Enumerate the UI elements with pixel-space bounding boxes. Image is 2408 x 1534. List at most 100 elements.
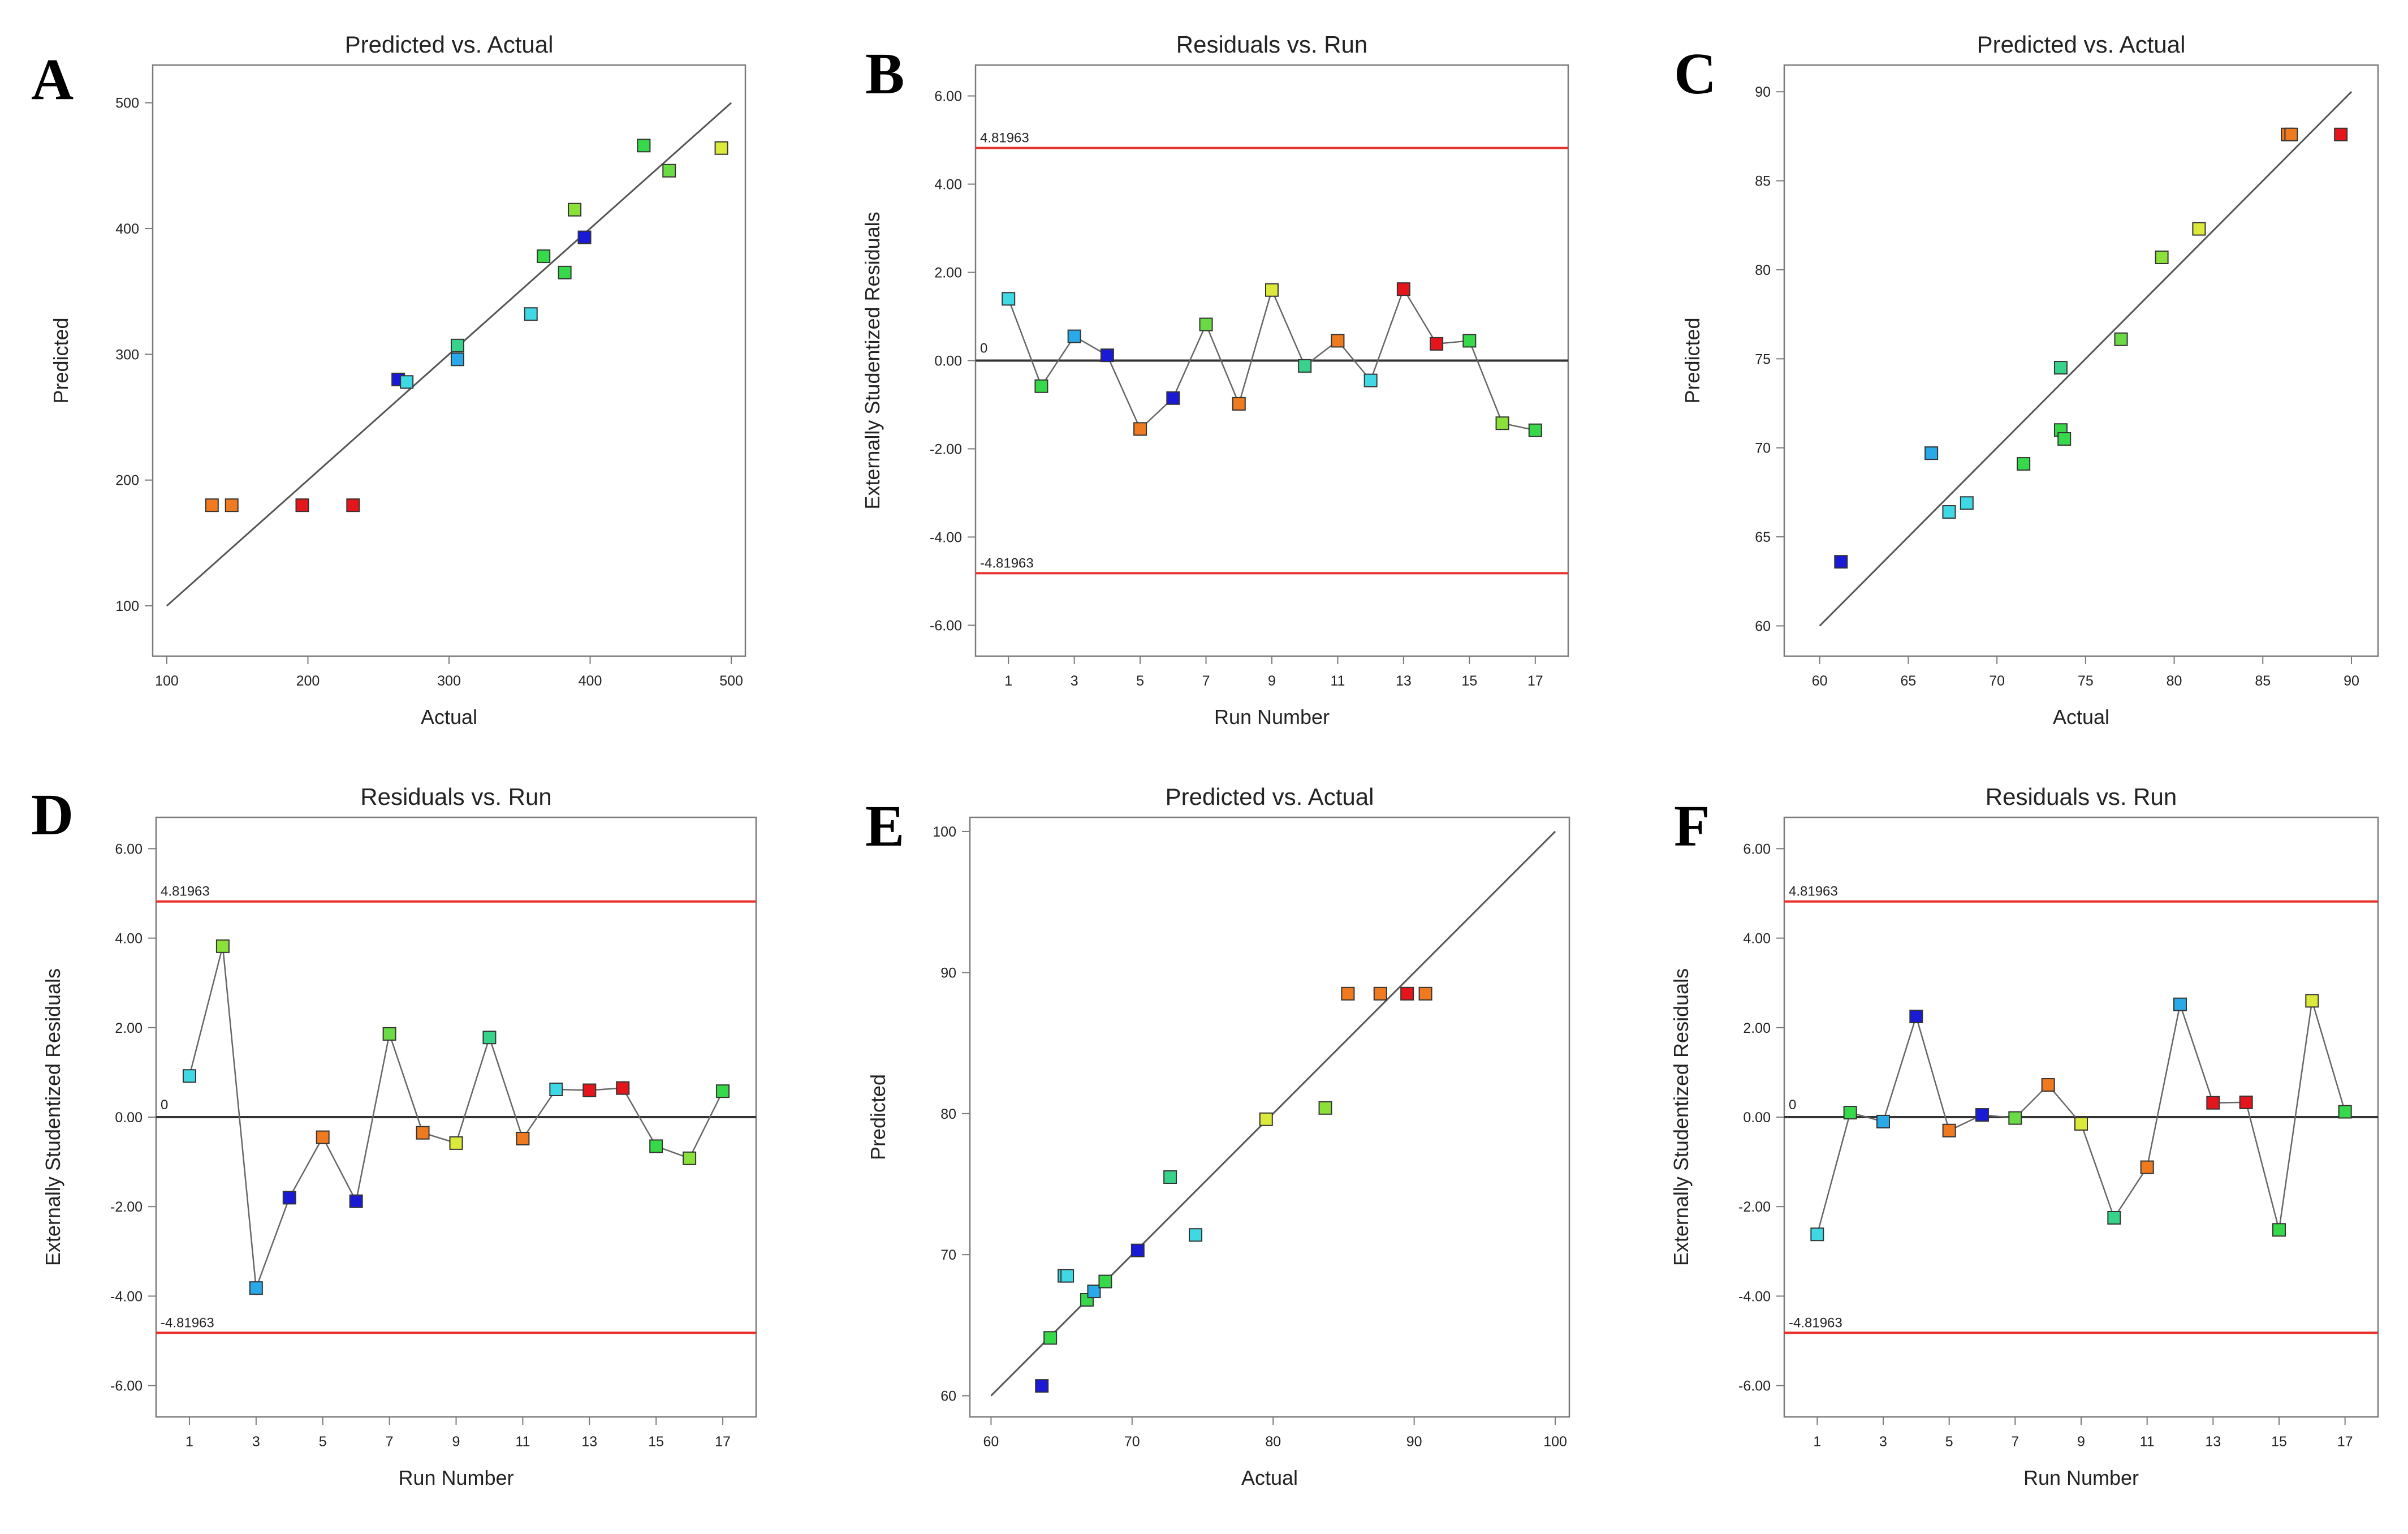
data-point — [1363, 373, 1378, 387]
x-tick-label: 85 — [2255, 673, 2271, 689]
data-point — [1265, 283, 1279, 297]
x-tick-label: 80 — [1265, 1434, 1281, 1450]
y-tick-label: -2.00 — [1738, 1199, 1771, 1215]
data-point — [449, 1136, 463, 1150]
data-point — [1876, 1114, 1890, 1128]
y-tick-label: 300 — [115, 347, 139, 363]
y-tick-label: 70 — [1755, 441, 1771, 456]
data-point — [714, 141, 728, 155]
y-tick-label: 100 — [933, 824, 956, 840]
data-point — [416, 1126, 430, 1140]
panel-A: A Predicted vs. Actual 100 200 300 400 500 100 2… — [31, 31, 746, 729]
y-tick-label: -4.00 — [930, 529, 962, 545]
data-point — [182, 1069, 196, 1083]
data-point — [2334, 127, 2348, 141]
data-point — [1098, 1274, 1112, 1289]
data-point — [1035, 1379, 1049, 1393]
x-tick-label: 9 — [1268, 673, 1276, 689]
x-tick-label: 13 — [1396, 673, 1412, 689]
data-point — [1942, 1123, 1956, 1137]
plot-frame — [969, 816, 1570, 1418]
data-point — [1341, 986, 1355, 1001]
data-point — [1100, 348, 1114, 363]
x-tick-label: 5 — [1136, 673, 1144, 689]
x-tick-label: 7 — [386, 1434, 394, 1450]
y-axis-label: Predicted — [866, 1074, 890, 1160]
panel-letter: C — [1674, 41, 1716, 106]
x-tick-label: 3 — [252, 1434, 260, 1450]
x-axis-label: Actual — [421, 705, 477, 729]
x-tick-label: 65 — [1900, 673, 1916, 689]
y-tick-label: 2.00 — [934, 265, 962, 281]
data-point — [2074, 1117, 2088, 1131]
data-point — [450, 352, 464, 367]
data-point — [1199, 317, 1213, 331]
chart-title: Residuals vs. Run — [360, 783, 551, 810]
lower-limit-label: -4.81963 — [161, 1315, 214, 1330]
lower-limit-label: -4.81963 — [1789, 1315, 1842, 1330]
y-tick-label: -6.00 — [110, 1378, 143, 1394]
data-point — [582, 1083, 597, 1097]
data-point — [2107, 1210, 2121, 1225]
data-point — [1298, 359, 1312, 373]
x-tick-label: 100 — [155, 673, 179, 689]
data-point — [1909, 1010, 1923, 1024]
y-tick-label: 0.00 — [1743, 1110, 1771, 1126]
chart-title: Predicted vs. Actual — [345, 31, 554, 58]
zero-label: 0 — [1789, 1097, 1796, 1113]
data-point — [2017, 457, 2031, 471]
x-tick-label: 1 — [1004, 673, 1012, 689]
panel-letter: D — [31, 782, 74, 847]
data-point — [2008, 1111, 2022, 1125]
y-tick-label: 90 — [940, 965, 956, 981]
data-point — [516, 1131, 530, 1145]
y-tick-label: -4.00 — [1738, 1289, 1771, 1304]
data-point — [349, 1194, 363, 1208]
x-axis-label: Actual — [1241, 1466, 1298, 1489]
y-tick-label: 80 — [1755, 262, 1771, 278]
data-point — [558, 265, 572, 279]
x-tick-label: 90 — [2344, 673, 2359, 689]
y-tick-label: 6.00 — [1743, 841, 1771, 857]
x-axis-label: Actual — [2053, 705, 2109, 729]
y-tick-label: 90 — [1755, 84, 1771, 100]
y-axis-label: Predicted — [1681, 317, 1704, 403]
data-point — [1418, 986, 1432, 1001]
x-tick-label: 1 — [185, 1434, 193, 1450]
lower-limit-label: -4.81963 — [980, 555, 1034, 571]
x-tick-label: 60 — [1812, 673, 1828, 689]
x-tick-label: 9 — [2077, 1434, 2085, 1450]
y-tick-label: -6.00 — [1738, 1378, 1771, 1394]
panel-letter: F — [1674, 794, 1710, 859]
y-tick-label: 400 — [115, 221, 139, 237]
data-point — [225, 498, 239, 512]
data-point — [1396, 282, 1410, 296]
y-tick-label: 75 — [1755, 351, 1771, 367]
x-tick-label: 75 — [2078, 673, 2094, 689]
data-point — [1430, 337, 1444, 351]
data-point — [2192, 222, 2206, 236]
data-point — [1060, 1269, 1074, 1283]
chart-title: Residuals vs. Run — [1176, 31, 1367, 58]
data-point — [1163, 1170, 1177, 1184]
data-point — [637, 139, 651, 153]
upper-limit-label: 4.81963 — [161, 884, 210, 899]
data-point — [2140, 1160, 2154, 1174]
data-point — [2305, 994, 2319, 1008]
y-tick-label: -2.00 — [930, 441, 962, 457]
y-tick-label: 0.00 — [934, 354, 962, 369]
y-tick-label: 2.00 — [1743, 1020, 1771, 1036]
chart-title: Predicted vs. Actual — [1166, 783, 1374, 810]
data-point — [249, 1281, 263, 1295]
data-point — [346, 498, 360, 512]
y-tick-label: 85 — [1755, 174, 1771, 189]
data-point — [1259, 1112, 1273, 1126]
data-point — [2155, 250, 2169, 264]
chart-title: Predicted vs. Actual — [1977, 31, 2186, 58]
x-tick-label: 13 — [2205, 1434, 2221, 1450]
data-point — [2057, 432, 2072, 446]
chart-title: Residuals vs. Run — [1986, 783, 2177, 810]
data-point — [1834, 555, 1848, 569]
data-point — [215, 939, 230, 953]
